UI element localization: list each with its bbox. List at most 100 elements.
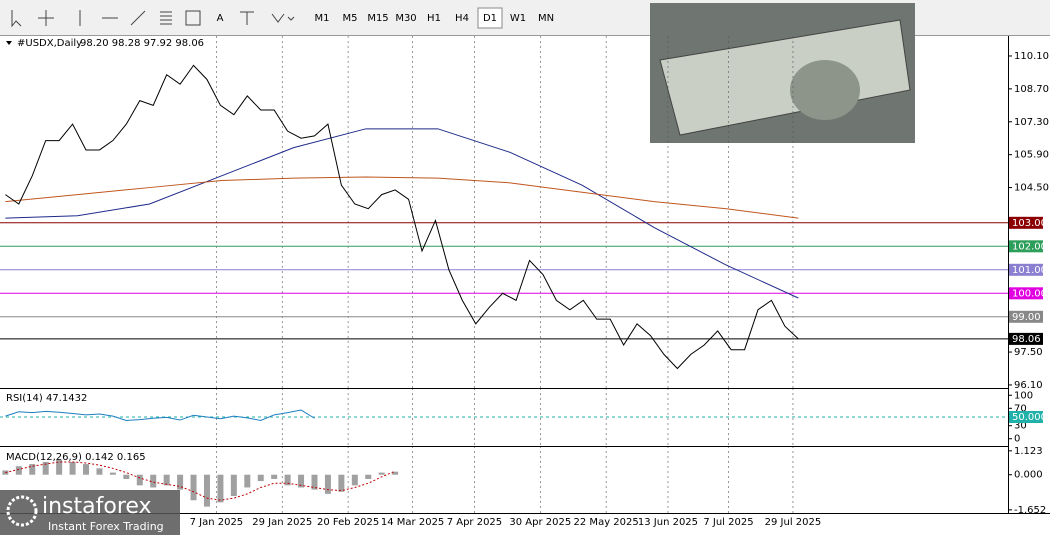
fibo-icon[interactable] — [185, 10, 201, 26]
level-label-bg — [1009, 287, 1043, 300]
series-line — [5, 409, 315, 421]
x-tick-label: 30 Apr 2025 — [509, 517, 571, 528]
timeframe-button[interactable]: M15 — [367, 13, 388, 24]
channel-icon[interactable] — [160, 11, 172, 25]
macd-bar — [244, 474, 251, 488]
x-tick-label: 14 Mar 2025 — [381, 517, 444, 528]
level-label: 102.00 — [1012, 241, 1047, 252]
ohlc: 98.20 98.28 97.92 98.06 — [80, 38, 204, 49]
macd-bar — [271, 474, 278, 479]
x-tick-label: 20 Feb 2025 — [317, 517, 379, 528]
active-timeframe[interactable] — [477, 7, 503, 29]
y-tick-label: 30 — [1014, 421, 1027, 432]
macd-bar — [136, 474, 143, 486]
watermark-bg — [0, 490, 180, 535]
trendline-icon[interactable] — [130, 10, 146, 26]
macd-bar — [109, 472, 116, 475]
timeframe-button[interactable]: MN — [538, 13, 554, 24]
macd-bar — [177, 474, 184, 490]
timeframe-button[interactable]: W1 — [510, 13, 526, 24]
macd-title: MACD(12,26,9) 0.142 0.165 — [6, 452, 146, 463]
y-tick-label: 0 — [1014, 434, 1020, 445]
level-label-bg — [1009, 411, 1043, 423]
y-tick-label: 100 — [1014, 390, 1033, 401]
level-label-bg — [1009, 240, 1043, 253]
text-tool[interactable]: A — [217, 13, 224, 24]
label-icon[interactable] — [240, 11, 254, 25]
level-label: 99.00 — [1012, 312, 1041, 323]
timeframe-button[interactable]: H1 — [427, 13, 441, 24]
macd-bar — [257, 474, 264, 482]
macd-bar — [190, 474, 197, 501]
macd-bar — [392, 471, 399, 475]
level-label-bg — [1009, 216, 1043, 229]
chart-title: #USDX,Daily — [17, 38, 82, 49]
x-tick-label: 29 Jan 2025 — [252, 517, 312, 528]
macd-bar — [42, 461, 49, 475]
macd-bar — [150, 474, 157, 488]
macd-bar — [298, 474, 305, 488]
macd-bar — [324, 474, 331, 494]
y-tick-label: 70 — [1014, 403, 1027, 414]
macd-bar — [15, 466, 22, 475]
macd-bar — [230, 474, 237, 496]
timeframe-button[interactable]: M1 — [315, 13, 330, 24]
y-tick-label: 97.50 — [1014, 347, 1043, 358]
macd-bar — [284, 474, 291, 486]
rsi-title: RSI(14) 47.1432 — [6, 393, 87, 404]
macd-bar — [311, 474, 318, 490]
y-tick-label: -1.652 — [1014, 505, 1046, 516]
y-tick-label: 108.70 — [1014, 84, 1049, 95]
banknote — [659, 19, 911, 136]
series-line — [5, 176, 799, 219]
macd-bar — [2, 470, 9, 475]
macd-bar — [351, 474, 358, 486]
macd-bar — [203, 474, 210, 507]
level-label: 103.00 — [1012, 218, 1047, 229]
macd-bar — [217, 474, 224, 503]
level-label-bg — [1009, 310, 1043, 323]
level-label: 98.06 — [1012, 334, 1041, 345]
level-label: 50.0000 — [1012, 412, 1050, 423]
watermark-logo — [6, 495, 38, 527]
level-label: 100.00 — [1012, 288, 1047, 299]
timeframe-button[interactable]: H4 — [455, 13, 469, 24]
series-line — [5, 128, 799, 299]
macd-bar — [378, 472, 385, 475]
series-line — [5, 461, 396, 501]
timeframe-button[interactable]: D1 — [483, 13, 497, 24]
macd-bar — [69, 461, 76, 475]
macd-bar — [163, 474, 170, 486]
macd-bar — [365, 474, 372, 479]
x-tick-label: 13 Jun 2025 — [638, 517, 698, 528]
x-tick-label: 7 Jan 2025 — [190, 517, 244, 528]
tool-icons — [11, 10, 295, 28]
level-label-bg — [1009, 263, 1043, 276]
y-tick-label: 107.30 — [1014, 117, 1049, 128]
timeframe-button[interactable]: M5 — [343, 13, 358, 24]
series-line — [5, 64, 799, 370]
shapes-icon[interactable] — [271, 13, 295, 23]
crosshair-icon[interactable] — [38, 10, 54, 26]
macd-bar — [83, 464, 90, 475]
level-label-bg — [1009, 332, 1043, 345]
macd-bar — [123, 474, 130, 479]
y-tick-label: 1.123 — [1014, 446, 1043, 457]
y-tick-label: 96.10 — [1014, 380, 1043, 391]
x-tick-label: 29 Jul 2025 — [765, 517, 822, 528]
menu-arrow[interactable] — [6, 41, 12, 45]
portrait — [790, 60, 860, 120]
macd-bar — [338, 474, 345, 492]
level-label: 101.00 — [1012, 265, 1047, 276]
y-tick-label: 105.90 — [1014, 150, 1049, 161]
watermark-tagline: Instant Forex Trading — [48, 520, 164, 533]
y-tick-label: 110.10 — [1014, 51, 1049, 62]
watermark-brand: instaforex — [42, 494, 152, 519]
x-tick-label: 22 May 2025 — [574, 517, 639, 528]
y-tick-label: 104.50 — [1014, 183, 1049, 194]
timeframe-button[interactable]: M30 — [395, 13, 416, 24]
macd-bar — [56, 459, 63, 475]
cursor-icon[interactable] — [11, 10, 22, 28]
